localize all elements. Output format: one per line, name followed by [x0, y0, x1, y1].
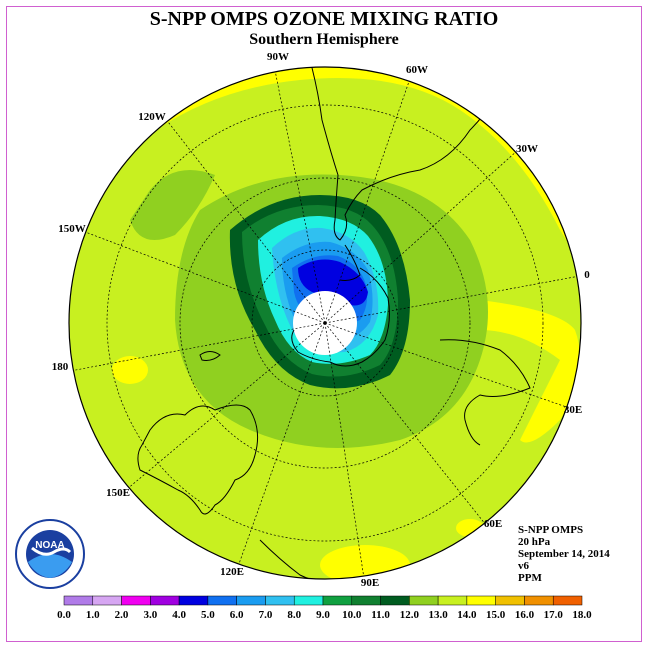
- colorbar-swatch: [495, 595, 525, 606]
- longitude-label: 60E: [484, 518, 502, 530]
- colorbar-swatch: [150, 595, 180, 606]
- colorbar-tick-label: 12.0: [400, 609, 420, 621]
- colorbar-tick-label: 17.0: [544, 609, 564, 621]
- colorbar-tick-label: 18.0: [572, 609, 592, 621]
- colorbar-swatch: [92, 595, 122, 606]
- colorbar-swatch: [380, 595, 410, 606]
- colorbar-tick-label: 10.0: [342, 609, 362, 621]
- colorbar-swatch: [236, 595, 266, 606]
- colorbar-tick-label: 7.0: [259, 609, 273, 621]
- colorbar-tick-label: 1.0: [86, 609, 100, 621]
- colorbar-tick-label: 4.0: [172, 609, 186, 621]
- colorbar-tick-label: 9.0: [316, 609, 330, 621]
- metadata-block: S-NPP OMPS 20 hPa September 14, 2014 v6 …: [518, 524, 610, 584]
- colorbar-tick-label: 11.0: [371, 609, 390, 621]
- colorbar-swatch: [265, 595, 295, 606]
- longitude-label: 60W: [406, 64, 428, 76]
- longitude-label: 120W: [138, 111, 166, 123]
- longitude-label: 0: [584, 269, 590, 281]
- colorbar-tick-label: 15.0: [486, 609, 506, 621]
- noaa-logo: NOAA: [14, 518, 86, 595]
- colorbar-swatch: [178, 595, 209, 606]
- colorbar-tick-label: 3.0: [143, 609, 157, 621]
- longitude-label: 150W: [58, 223, 86, 235]
- pressure-label: 20 hPa: [518, 536, 551, 548]
- map-boundary: [68, 66, 582, 580]
- units-label: PPM: [518, 572, 542, 584]
- colorbar-tick-label: 8.0: [287, 609, 301, 621]
- longitude-label: 180: [52, 361, 69, 373]
- date-label: September 14, 2014: [518, 548, 610, 560]
- logo-text: NOAA: [35, 540, 64, 551]
- map-subtitle: Southern Hemisphere: [249, 31, 399, 48]
- colorbar-swatch: [322, 595, 353, 606]
- colorbar-tick-label: 16.0: [515, 609, 535, 621]
- figure-frame: [6, 6, 642, 642]
- colorbar-swatch: [63, 595, 94, 606]
- colorbar-tick-label: 0.0: [57, 609, 71, 621]
- longitude-label: 30W: [516, 143, 538, 155]
- longitude-label: 90E: [361, 577, 379, 589]
- longitude-label: 30E: [564, 404, 582, 416]
- colorbar-swatch: [207, 595, 237, 606]
- colorbar-tick-label: 14.0: [457, 609, 477, 621]
- colorbar-tick-label: 2.0: [115, 609, 129, 621]
- longitude-label: 120E: [220, 566, 244, 578]
- colorbar-swatch: [293, 595, 324, 606]
- colorbar-tick-label: 6.0: [230, 609, 244, 621]
- coastlines: [137, 67, 531, 579]
- colorbar-swatch: [409, 595, 439, 606]
- colorbar-swatch: [524, 595, 554, 606]
- colorbar-swatch: [552, 595, 583, 606]
- colorbar-swatch: [437, 595, 468, 606]
- colorbar-tick-label: 13.0: [428, 609, 448, 621]
- colorbar-tick-label: 5.0: [201, 609, 215, 621]
- colorbar-swatch: [466, 595, 496, 606]
- longitude-label: 150E: [106, 487, 130, 499]
- ozone-field: [69, 67, 581, 579]
- longitude-labels: 90W 60W 30W 0 30E 60E 90E 120E 150E 180 150W 120W: [52, 51, 591, 589]
- version-label: v6: [518, 560, 529, 572]
- instrument-label: S-NPP OMPS: [518, 524, 584, 536]
- longitude-label: 90W: [267, 51, 289, 63]
- map-title: S-NPP OMPS OZONE MIXING RATIO: [149, 8, 499, 30]
- colorbar-swatch: [121, 595, 151, 606]
- meridian-lines: [69, 67, 581, 579]
- colorbar: 0.0 1.0 2.0 3.0 4.0 5.0 6.0 7.0 8.0 9.0 10.0 11.0 12…: [57, 595, 592, 621]
- colorbar-swatch: [351, 595, 381, 606]
